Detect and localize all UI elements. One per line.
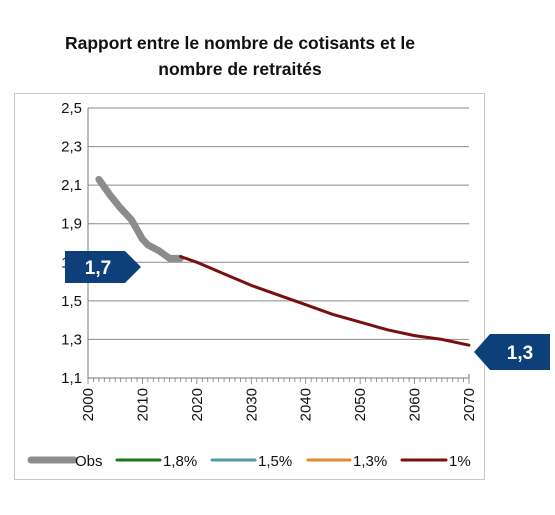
x-tick-label: 2070 — [461, 388, 478, 421]
y-axis-labels: 1,11,31,51,71,92,12,32,5 — [61, 100, 82, 387]
x-tick-label: 2010 — [134, 388, 151, 421]
series-lines — [95, 175, 471, 347]
y-tick-label: 2,5 — [61, 100, 82, 117]
legend: Obs 1,8% 1,5% 1,3% 1% — [27, 453, 471, 470]
callout-start-label: 1,7 — [85, 258, 111, 279]
callout-start-shape — [65, 251, 141, 283]
legend-label: 1,5% — [258, 453, 292, 470]
axes — [87, 108, 470, 384]
legend-label: 1% — [449, 453, 471, 470]
callout-end-label: 1,3 — [507, 343, 533, 364]
callout-end-shape — [474, 334, 550, 370]
x-tick-label: 2040 — [298, 388, 315, 421]
legend-label: 1,3% — [353, 453, 387, 470]
x-tick-label: 2000 — [80, 388, 97, 421]
y-tick-label: 1,9 — [61, 216, 82, 233]
chart-title-line-2: nombre de retraités — [158, 59, 322, 79]
y-tick-label: 1,3 — [61, 331, 82, 348]
x-tick-label: 2030 — [243, 388, 260, 421]
series-line — [179, 255, 471, 347]
y-tick-label: 1,1 — [61, 370, 82, 387]
series-line — [95, 175, 184, 262]
legend-label: Obs — [75, 453, 103, 470]
legend-label: 1,8% — [163, 453, 197, 470]
y-tick-label: 2,3 — [61, 139, 82, 156]
chart-frame — [14, 93, 485, 480]
x-tick-label: 2060 — [407, 388, 424, 421]
value-callouts: 1,7 1,3 — [65, 251, 550, 370]
chart-title-line-1: Rapport entre le nombre de cotisants et … — [64, 33, 416, 53]
y-tick-label: 1,5 — [61, 293, 82, 310]
y-tick-label: 2,1 — [61, 177, 82, 194]
chart-title: Rapport entre le nombre de cotisants et … — [0, 30, 480, 82]
x-axis-labels: 2000 2010 2020 2030 2040 2050 2060 2070 — [80, 388, 478, 421]
x-tick-label: 2050 — [352, 388, 369, 421]
x-tick-label: 2020 — [189, 388, 206, 421]
